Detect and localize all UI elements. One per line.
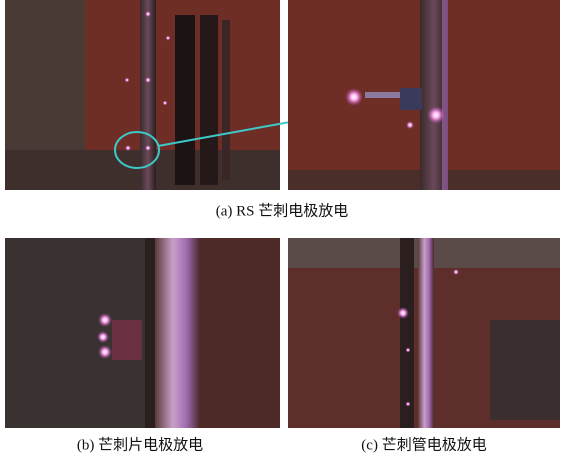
caption: (b) 芒刺片电极放电 xyxy=(77,436,203,453)
caption: (a) RS 芒刺电极放电 xyxy=(216,202,349,219)
figure: (a) RS 芒刺电极放电 (b) 芒刺片电极放电 (c) 芒刺管电极放电 xyxy=(0,0,562,459)
page: (a) RS 芒刺电极放电 (b) 芒刺片电极放电 (c) 芒刺管电极放电 ((… xyxy=(0,0,562,459)
photo-c xyxy=(288,238,560,428)
photo-a-right xyxy=(288,0,560,190)
caption: (c) 芒刺管电极放电 xyxy=(361,436,486,453)
photo-a-left xyxy=(5,0,322,190)
photo-b xyxy=(5,238,280,428)
